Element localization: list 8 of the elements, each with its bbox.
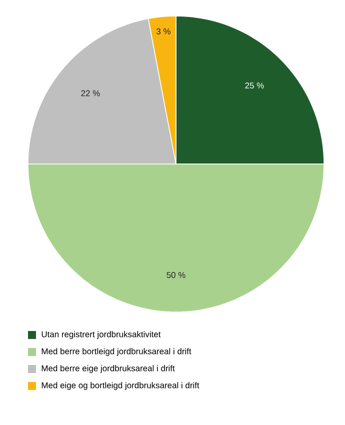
data-label: 3 %	[156, 28, 170, 34]
data-label: 25 %	[245, 82, 264, 89]
legend-label: Med berre eige jordbruksareal i drift	[42, 365, 175, 373]
data-label: 50 %	[166, 272, 186, 278]
data-label: 22 %	[81, 90, 100, 96]
legend-label: Med eige og bortleigd jordbruksareal i drift	[42, 382, 200, 390]
legend-label: Utan registrert jordbruksaktivitet	[42, 331, 161, 339]
legend-label: Med berre bortleigd jordbruksareal i drift	[42, 348, 192, 356]
